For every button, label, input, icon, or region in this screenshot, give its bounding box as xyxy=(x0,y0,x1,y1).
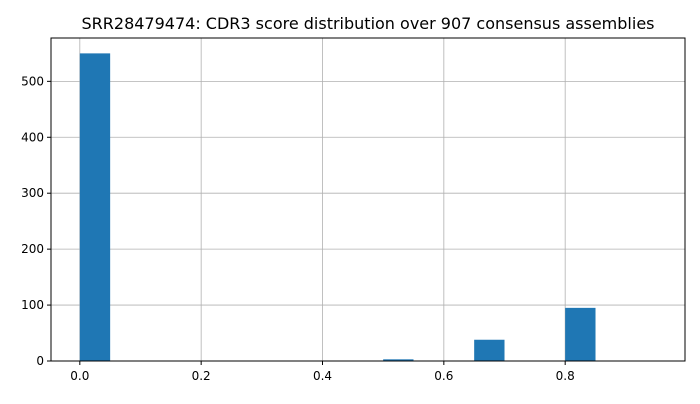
x-tick-label: 0.0 xyxy=(70,369,89,383)
y-tick-label: 500 xyxy=(21,74,44,88)
x-tick-label: 0.8 xyxy=(556,369,575,383)
x-axis-ticks: 0.0 0.2 0.4 0.6 0.8 xyxy=(70,361,575,383)
histogram-bar xyxy=(383,359,414,361)
histogram-bar xyxy=(565,307,596,361)
y-tick-label: 0 xyxy=(36,354,44,368)
x-tick-label: 0.2 xyxy=(192,369,211,383)
y-tick-label: 300 xyxy=(21,186,44,200)
axes-frame xyxy=(50,37,686,362)
y-tick-label: 100 xyxy=(21,298,44,312)
x-tick-label: 0.6 xyxy=(434,369,453,383)
histogram-bar xyxy=(474,339,505,361)
histogram-bar xyxy=(79,53,111,361)
grid-lines xyxy=(51,38,685,362)
y-tick-label: 400 xyxy=(21,130,44,144)
chart-title: SRR28479474: CDR3 score distribution ove… xyxy=(82,14,655,33)
y-tick-label: 200 xyxy=(21,242,44,256)
x-tick-label: 0.4 xyxy=(313,369,332,383)
histogram-bars xyxy=(79,53,596,361)
axes xyxy=(50,37,686,362)
y-axis-ticks: 0 100 200 300 400 500 xyxy=(21,74,51,368)
